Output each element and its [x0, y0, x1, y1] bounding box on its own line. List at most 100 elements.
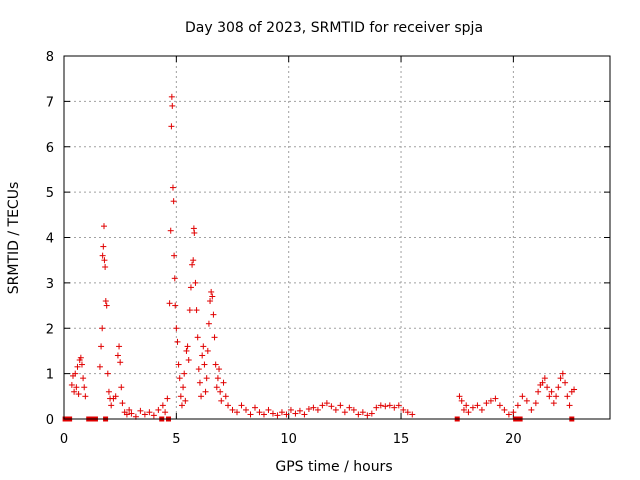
srmtid-data-point [177, 393, 184, 400]
x-tick-label: 10 [280, 432, 297, 447]
srmtid-data-point [510, 409, 517, 416]
srmtid-data-point [539, 379, 546, 386]
srmtid-data-point [460, 406, 467, 413]
srmtid-data-point [203, 375, 210, 382]
srmtid-data-point [199, 352, 206, 359]
srmtid-data-point [359, 409, 366, 416]
srmtid-data-point [187, 284, 194, 291]
srmtid-data-point [211, 334, 218, 341]
srmtid-data-point [73, 384, 80, 391]
srmtid-data-point [123, 411, 130, 418]
srmtid-data-point [81, 384, 88, 391]
y-tick-label: 6 [46, 141, 54, 156]
y-tick-label: 4 [46, 232, 54, 247]
srmtid-data-point [483, 400, 490, 407]
srmtid-data-point [209, 293, 216, 300]
srmtid-data-point [68, 381, 75, 388]
srmtid-data-point [108, 402, 115, 409]
srmtid-data-point [194, 334, 201, 341]
srmtid-data-point [501, 406, 508, 413]
srmtid-data-point [104, 370, 111, 377]
srmtid-data-point [553, 393, 560, 400]
srmtid-data-point [310, 404, 317, 411]
y-tick-label: 7 [46, 95, 54, 110]
srmtid-data-point [128, 410, 135, 417]
srmtid-data-point [391, 404, 398, 411]
srmtid-data-point [566, 402, 573, 409]
srmtid-data-point [117, 359, 124, 366]
srmtid-data-point [323, 400, 330, 407]
srmtid-data-point [208, 288, 215, 295]
srmtid-data-point [193, 307, 200, 314]
srmtid-data-point [207, 298, 214, 305]
srmtid-data-point [184, 343, 191, 350]
srmtid-data-point [168, 123, 175, 130]
srmtid-data-point [100, 243, 107, 250]
srmtid-data-point [72, 370, 79, 377]
srmtid-data-point [283, 411, 290, 418]
plot-frame [63, 55, 611, 420]
srmtid-data-point [546, 393, 553, 400]
srmtid-data-point [496, 402, 503, 409]
srmtid-data-point [169, 184, 176, 191]
srmtid-data-point [80, 375, 87, 382]
srmtid-data-point [564, 393, 571, 400]
srmtid-data-point [174, 338, 181, 345]
srmtid-data-point [201, 361, 208, 368]
x-tick-label: 0 [60, 432, 68, 447]
srmtid-data-point [146, 409, 153, 416]
srmtid-data-point [102, 298, 109, 305]
srmtid-data-point [346, 404, 353, 411]
srmtid-data-point [112, 393, 119, 400]
srmtid-data-point [217, 388, 224, 395]
srmtid-data-point [465, 409, 472, 416]
srmtid-data-point [409, 411, 416, 418]
srmtid-data-point [234, 409, 241, 416]
srmtid-data-point [395, 402, 402, 409]
srmtid-data-point [210, 311, 217, 318]
srmtid-data-point [99, 252, 106, 259]
srmtid-data-point [222, 393, 229, 400]
srmtid-data-point [274, 412, 281, 419]
srmtid-data-point [100, 223, 107, 230]
srmtid-data-point [456, 393, 463, 400]
axis-ticks: 0 1 2 3 4 5 6 7 8 0 5 10 15 20 [46, 50, 610, 447]
chart-title: Day 308 of 2023, SRMTID for receiver spj… [185, 20, 483, 36]
srmtid-data-point [200, 343, 207, 350]
srmtid-data-point [229, 406, 236, 413]
srmtid-data-point [337, 402, 344, 409]
y-tick-label: 8 [46, 50, 54, 65]
srmtid-data-point [505, 411, 512, 418]
srmtid-data-point [243, 406, 249, 413]
srmtid-data-point [296, 407, 303, 414]
srmtid-data-point [137, 407, 144, 414]
srmtid-data-point [247, 411, 254, 418]
srmtid-data-point [164, 395, 171, 402]
srmtid-data-point [162, 409, 169, 416]
srmtid-data-point [400, 406, 407, 413]
srmtid-data-point [155, 406, 162, 413]
srmtid-data-point [189, 261, 196, 268]
srmtid-data-point [458, 397, 465, 404]
srmtid-data-point [105, 388, 112, 395]
srmtid-data-point [213, 384, 220, 391]
srmtid-data-point [269, 410, 276, 417]
srmtid-data-point [192, 279, 199, 286]
srmtid-data-point [218, 397, 225, 404]
srmtid-data-point [96, 363, 103, 370]
srmtid-data-point [523, 397, 530, 404]
srmtid-data-point [305, 406, 312, 413]
srmtid-data-point [256, 409, 263, 416]
srmtid-data-point [150, 412, 157, 419]
srmtid-data-point [278, 409, 285, 416]
srmtid-data-point [171, 275, 178, 282]
y-tick-label: 5 [46, 186, 54, 201]
y-tick-label: 2 [46, 322, 54, 337]
srmtid-data-point [225, 402, 232, 409]
srmtid-data-point [103, 302, 110, 309]
srmtid-data-point [181, 370, 188, 377]
y-tick-label: 1 [46, 368, 54, 383]
srmtid-data-point [550, 400, 557, 407]
srmtid-data-point [350, 406, 357, 413]
srmtid-data-point [190, 257, 197, 264]
